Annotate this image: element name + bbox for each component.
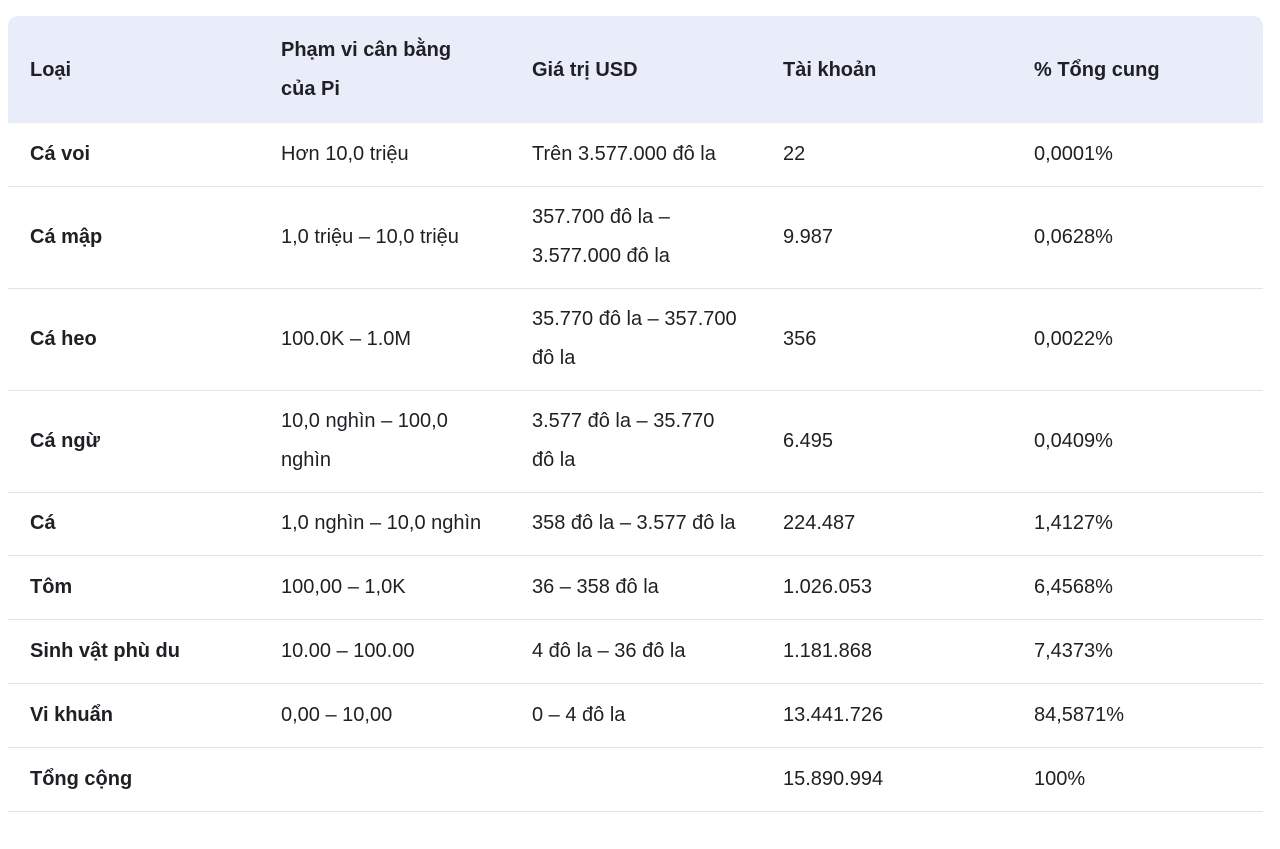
cell-accounts: 224.487 bbox=[761, 492, 1012, 556]
header-total-supply-percent: % Tổng cung bbox=[1012, 16, 1263, 123]
cell-usd-value: Trên 3.577.000 đô la bbox=[510, 123, 761, 187]
cell-accounts: 1.026.053 bbox=[761, 555, 1012, 620]
cell-accounts: 22 bbox=[761, 123, 1012, 187]
cell-pi-range: 100,00 – 1,0K bbox=[259, 555, 510, 620]
table-total-row: Tổng cộng 15.890.994 100% bbox=[8, 747, 1263, 812]
cell-usd-value bbox=[510, 747, 761, 812]
cell-pi-range: Hơn 10,0 triệu bbox=[259, 123, 510, 187]
cell-usd-value: 358 đô la – 3.577 đô la bbox=[510, 492, 761, 556]
cell-type: Cá ngừ bbox=[8, 390, 259, 493]
cell-pi-range: 1,0 triệu – 10,0 triệu bbox=[259, 186, 510, 289]
pi-holder-table-container: Loại Phạm vi cân bằng của Pi Giá trị USD… bbox=[8, 16, 1263, 812]
table-row: Cá mập 1,0 triệu – 10,0 triệu 357.700 đô… bbox=[8, 186, 1263, 289]
table-row: Tôm 100,00 – 1,0K 36 – 358 đô la 1.026.0… bbox=[8, 555, 1263, 620]
cell-supply-percent: 84,5871% bbox=[1012, 683, 1263, 748]
cell-pi-range: 0,00 – 10,00 bbox=[259, 683, 510, 748]
cell-usd-value: 0 – 4 đô la bbox=[510, 683, 761, 748]
table-header-row: Loại Phạm vi cân bằng của Pi Giá trị USD… bbox=[8, 16, 1263, 123]
cell-accounts: 356 bbox=[761, 288, 1012, 391]
table-row: Cá heo 100.0K – 1.0M 35.770 đô la – 357.… bbox=[8, 288, 1263, 391]
table-row: Vi khuẩn 0,00 – 10,00 0 – 4 đô la 13.441… bbox=[8, 683, 1263, 748]
cell-accounts: 9.987 bbox=[761, 186, 1012, 289]
cell-pi-range: 10.00 – 100.00 bbox=[259, 619, 510, 684]
table-row: Sinh vật phù du 10.00 – 100.00 4 đô la –… bbox=[8, 619, 1263, 684]
cell-type: Cá bbox=[8, 492, 259, 556]
cell-supply-percent: 0,0001% bbox=[1012, 123, 1263, 187]
header-pi-balance-range: Phạm vi cân bằng của Pi bbox=[259, 16, 510, 123]
cell-pi-range bbox=[259, 747, 510, 812]
table-row: Cá voi Hơn 10,0 triệu Trên 3.577.000 đô … bbox=[8, 123, 1263, 187]
cell-supply-percent: 1,4127% bbox=[1012, 492, 1263, 556]
cell-type: Cá voi bbox=[8, 123, 259, 187]
header-usd-value: Giá trị USD bbox=[510, 16, 761, 123]
cell-usd-value: 35.770 đô la – 357.700 đô la bbox=[510, 288, 761, 391]
header-type: Loại bbox=[8, 16, 259, 123]
cell-accounts: 13.441.726 bbox=[761, 683, 1012, 748]
cell-type: Cá heo bbox=[8, 288, 259, 391]
cell-type: Sinh vật phù du bbox=[8, 619, 259, 684]
cell-total-accounts: 15.890.994 bbox=[761, 747, 1012, 812]
cell-type: Tôm bbox=[8, 555, 259, 620]
table-row: Cá 1,0 nghìn – 10,0 nghìn 358 đô la – 3.… bbox=[8, 492, 1263, 556]
cell-usd-value: 357.700 đô la – 3.577.000 đô la bbox=[510, 186, 761, 289]
table-row: Cá ngừ 10,0 nghìn – 100,0 nghìn 3.577 đô… bbox=[8, 390, 1263, 493]
cell-supply-percent: 7,4373% bbox=[1012, 619, 1263, 684]
cell-type: Cá mập bbox=[8, 186, 259, 289]
cell-pi-range: 100.0K – 1.0M bbox=[259, 288, 510, 391]
cell-pi-range: 10,0 nghìn – 100,0 nghìn bbox=[259, 390, 510, 493]
cell-type: Vi khuẩn bbox=[8, 683, 259, 748]
cell-supply-percent: 0,0628% bbox=[1012, 186, 1263, 289]
cell-pi-range: 1,0 nghìn – 10,0 nghìn bbox=[259, 492, 510, 556]
header-accounts: Tài khoản bbox=[761, 16, 1012, 123]
cell-usd-value: 3.577 đô la – 35.770 đô la bbox=[510, 390, 761, 493]
cell-total-supply-percent: 100% bbox=[1012, 747, 1263, 812]
cell-usd-value: 36 – 358 đô la bbox=[510, 555, 761, 620]
cell-accounts: 1.181.868 bbox=[761, 619, 1012, 684]
cell-supply-percent: 6,4568% bbox=[1012, 555, 1263, 620]
cell-total-label: Tổng cộng bbox=[8, 747, 259, 812]
cell-accounts: 6.495 bbox=[761, 390, 1012, 493]
cell-usd-value: 4 đô la – 36 đô la bbox=[510, 619, 761, 684]
cell-supply-percent: 0,0409% bbox=[1012, 390, 1263, 493]
cell-supply-percent: 0,0022% bbox=[1012, 288, 1263, 391]
pi-holder-distribution-table: Loại Phạm vi cân bằng của Pi Giá trị USD… bbox=[8, 16, 1263, 812]
